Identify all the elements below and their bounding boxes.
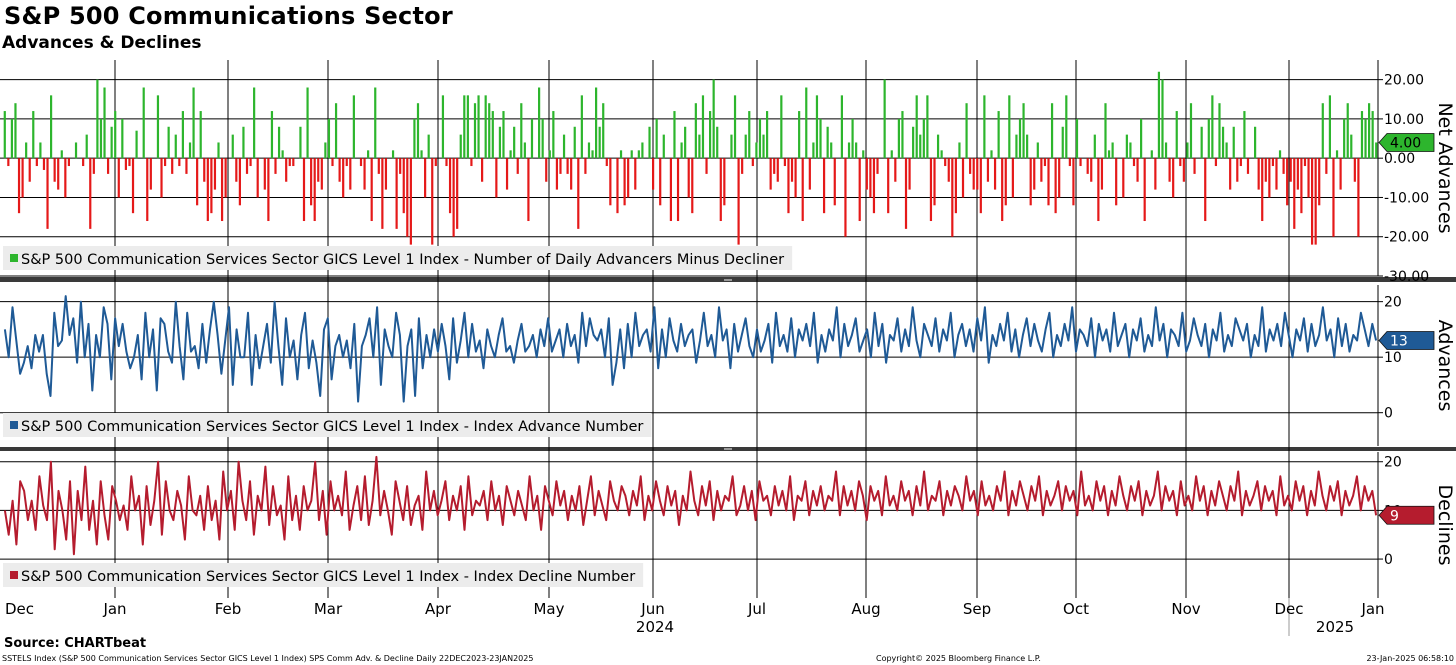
- x-month-label: Mar: [314, 600, 343, 618]
- footer-copyright: Copyright© 2025 Bloomberg Finance L.P.: [876, 654, 1041, 663]
- x-year-label: 2024: [636, 618, 674, 636]
- last-value-marker: 4.00: [1378, 133, 1435, 152]
- legend: S&P 500 Communication Services Sector GI…: [3, 563, 644, 587]
- panel-dec: 201009DeclinesS&P 500 Communication Serv…: [0, 452, 1456, 598]
- panel-adv: 20 10 0 13 Advances S&P 500 Communication Ser…: [0, 285, 1456, 446]
- legend-swatch: [10, 421, 18, 429]
- x-month-label: Jan: [1360, 600, 1384, 618]
- x-month-label: Feb: [215, 600, 242, 618]
- legend-label: S&P 500 Communication Services Sector GI…: [21, 419, 643, 435]
- x-month-label: Sep: [963, 600, 991, 618]
- y-tick-label: 10.00: [1384, 112, 1424, 128]
- chart-title: S&P 500 Communications Sector: [4, 2, 453, 30]
- last-value-badge: [1378, 505, 1435, 525]
- x-month-label: Dec: [5, 600, 34, 618]
- y-tick-label: -10.00: [1384, 190, 1429, 206]
- source-label: Source: CHARTbeat: [4, 636, 147, 651]
- y-tick-label: -20.00: [1384, 230, 1429, 246]
- axis-title: Declines: [1434, 485, 1456, 566]
- y-tick-label: 0: [1384, 406, 1393, 422]
- last-value-badge: [1378, 331, 1435, 350]
- legend-label: S&P 500 Communication Services Sector GI…: [21, 252, 784, 268]
- x-month-label: Oct: [1063, 600, 1089, 618]
- x-month-label: May: [533, 600, 564, 618]
- y-tick-label: -30.00: [1384, 269, 1429, 285]
- chart-subtitle: Advances & Declines: [2, 33, 202, 53]
- legend-background: [3, 563, 644, 587]
- legend-swatch: [10, 571, 18, 579]
- y-tick-label: 10: [1384, 350, 1402, 366]
- y-tick-label: 20.00: [1384, 73, 1424, 89]
- last-value-marker: 13: [1378, 331, 1435, 350]
- last-value-label: 9: [1390, 508, 1399, 524]
- y-tick-label: 0: [1384, 552, 1393, 568]
- x-month-label: Dec: [1274, 600, 1303, 618]
- last-value-marker: 9: [1378, 505, 1435, 525]
- last-value-badge: [1378, 133, 1435, 152]
- x-month-label: Jan: [102, 600, 126, 618]
- axis-title: Advances: [1434, 320, 1456, 412]
- axis-title: Net Advances: [1434, 102, 1456, 233]
- declines-line: [3, 455, 1378, 556]
- x-axis: Dec Jan Feb Mar Apr May Jun Jul Aug Sep Oct Nov Dec J…: [5, 600, 1385, 636]
- y-tick-label: 0.00: [1384, 151, 1415, 167]
- y-tick-label: 20: [1384, 295, 1402, 311]
- y-tick-label: 20: [1384, 455, 1402, 471]
- footer-description: SSTELS Index (S&P 500 Communication Serv…: [2, 654, 534, 663]
- legend-background: [3, 246, 793, 270]
- legend: S&P 500 Communication Services Sector GI…: [3, 413, 652, 437]
- panel-net: 20.00 10.00 0.00 -10.00 -20.00 -30.00 4.00 Net …: [0, 60, 1456, 285]
- x-month-label: Aug: [851, 600, 880, 618]
- legend-swatch: [10, 254, 18, 262]
- footer-timestamp: 23-Jan-2025 06:58:10: [1366, 654, 1454, 663]
- x-year-label: 2025: [1316, 618, 1354, 636]
- legend: S&P 500 Communication Services Sector GI…: [3, 246, 793, 270]
- divider-grip: [724, 279, 732, 281]
- x-month-label: Jun: [640, 600, 664, 618]
- legend-label: S&P 500 Communication Services Sector GI…: [21, 569, 635, 585]
- divider-grip: [724, 448, 732, 450]
- last-value-label: 4.00: [1390, 135, 1421, 151]
- x-month-label: Apr: [425, 600, 452, 618]
- x-month-label: Nov: [1171, 600, 1200, 618]
- last-value-label: 13: [1390, 334, 1408, 350]
- advances-line: [3, 295, 1378, 403]
- legend-background: [3, 413, 652, 437]
- x-month-label: Jul: [747, 600, 766, 618]
